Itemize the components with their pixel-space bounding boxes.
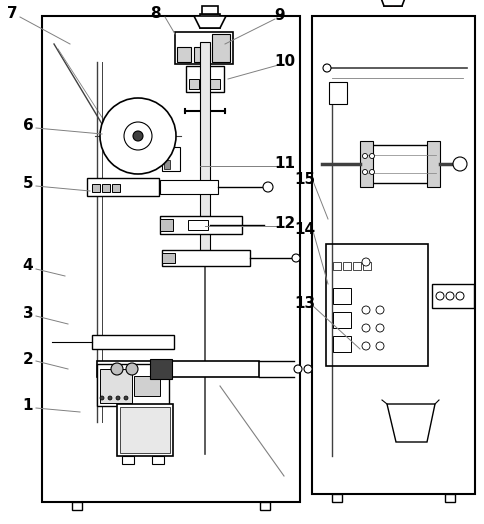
Circle shape — [100, 396, 104, 400]
Bar — [200, 14, 220, 28]
Circle shape — [456, 292, 464, 300]
Bar — [162, 147, 180, 171]
Circle shape — [446, 292, 454, 300]
Circle shape — [376, 324, 384, 332]
Bar — [177, 47, 191, 62]
Bar — [87, 178, 159, 196]
Bar — [212, 34, 230, 62]
Circle shape — [369, 154, 375, 158]
Bar — [343, 262, 351, 270]
Bar — [92, 184, 100, 192]
Bar — [329, 82, 347, 104]
Circle shape — [362, 324, 370, 332]
Text: 13: 13 — [294, 297, 316, 311]
Bar — [120, 407, 170, 453]
Bar — [333, 288, 351, 304]
Bar — [162, 250, 250, 266]
Text: 4: 4 — [23, 258, 33, 274]
Bar — [97, 364, 169, 406]
Circle shape — [133, 131, 143, 141]
Bar — [160, 216, 242, 234]
Bar — [162, 253, 175, 263]
Bar — [204, 79, 220, 89]
Bar — [432, 284, 474, 308]
Bar — [333, 312, 351, 328]
Bar — [150, 359, 172, 379]
Bar — [427, 141, 440, 187]
Bar — [353, 262, 361, 270]
Circle shape — [376, 306, 384, 314]
Circle shape — [116, 396, 120, 400]
Circle shape — [100, 98, 176, 174]
Text: 15: 15 — [294, 171, 316, 187]
Circle shape — [453, 157, 467, 171]
Bar — [200, 42, 210, 252]
Bar — [92, 335, 174, 349]
Text: 12: 12 — [274, 216, 296, 232]
Circle shape — [323, 64, 331, 72]
Text: 3: 3 — [23, 307, 33, 322]
Circle shape — [362, 306, 370, 314]
Bar — [164, 160, 170, 169]
Circle shape — [108, 396, 112, 400]
Circle shape — [292, 254, 300, 262]
Polygon shape — [378, 0, 408, 6]
Bar — [364, 145, 436, 183]
Circle shape — [362, 342, 370, 350]
Circle shape — [363, 154, 367, 158]
Text: 7: 7 — [7, 6, 17, 21]
Bar — [160, 219, 173, 231]
Bar — [122, 456, 134, 464]
Text: 11: 11 — [274, 157, 296, 171]
Circle shape — [126, 363, 138, 375]
Bar — [97, 361, 259, 377]
Bar — [194, 47, 210, 62]
Text: 6: 6 — [23, 118, 33, 134]
Bar — [384, 0, 402, 6]
Bar — [202, 6, 218, 14]
Polygon shape — [194, 16, 226, 28]
Bar — [326, 244, 428, 366]
Text: 1: 1 — [23, 398, 33, 413]
Bar — [117, 404, 173, 456]
Text: 9: 9 — [275, 8, 285, 24]
Bar — [42, 16, 300, 502]
Circle shape — [263, 182, 273, 192]
Circle shape — [369, 169, 375, 174]
Circle shape — [363, 169, 367, 174]
Bar — [360, 141, 373, 187]
Bar — [363, 262, 371, 270]
Text: 2: 2 — [23, 352, 33, 366]
Bar — [72, 502, 82, 510]
Text: 10: 10 — [274, 54, 296, 70]
Circle shape — [111, 363, 123, 375]
Circle shape — [376, 342, 384, 350]
Bar — [445, 494, 455, 502]
Text: 14: 14 — [294, 222, 316, 236]
Bar — [112, 184, 120, 192]
Circle shape — [436, 292, 444, 300]
Bar — [188, 220, 208, 230]
Bar — [260, 502, 270, 510]
Bar — [332, 494, 342, 502]
Text: 5: 5 — [23, 177, 33, 191]
Bar — [152, 456, 164, 464]
Circle shape — [304, 365, 312, 373]
Bar — [312, 16, 475, 494]
Polygon shape — [387, 404, 435, 442]
Bar — [175, 32, 233, 64]
Circle shape — [362, 258, 370, 266]
Bar — [160, 180, 218, 194]
Circle shape — [294, 365, 302, 373]
Bar — [333, 336, 351, 352]
Bar — [333, 262, 341, 270]
Bar — [100, 369, 132, 403]
Bar — [102, 184, 110, 192]
Bar — [134, 376, 160, 396]
Circle shape — [124, 396, 128, 400]
Bar — [189, 79, 199, 89]
Circle shape — [124, 122, 152, 150]
Bar — [186, 66, 224, 92]
Text: 8: 8 — [150, 6, 160, 21]
